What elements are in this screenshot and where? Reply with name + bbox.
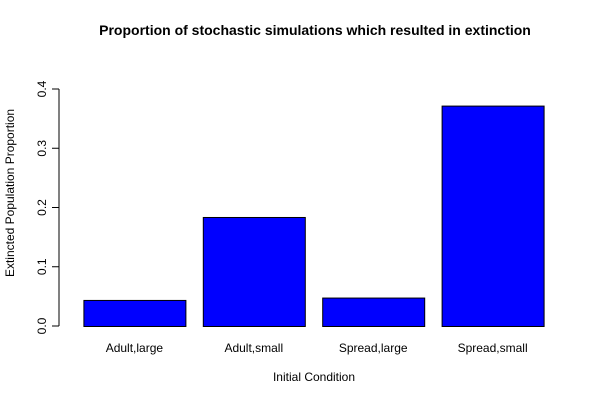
y-tick-label: 0.1: [35, 258, 49, 275]
bar: [441, 105, 545, 327]
bars: [83, 105, 545, 327]
bar: [83, 299, 187, 327]
y-axis: 0.0 0.1 0.2 0.3 0.4: [35, 80, 60, 334]
bar: [322, 297, 426, 327]
chart-title: Proportion of stochastic simulations whi…: [99, 22, 531, 38]
y-tick-label: 0.4: [35, 80, 49, 97]
y-tick-label: 0.0: [35, 317, 49, 334]
y-axis-label: Extincted Population Proportion: [3, 109, 17, 277]
x-tick-label: Spread,small: [458, 341, 528, 355]
x-tick-label: Adult,small: [224, 341, 283, 355]
y-tick-label: 0.3: [35, 140, 49, 157]
y-tick-label: 0.2: [35, 199, 49, 216]
x-axis-label: Initial Condition: [273, 370, 355, 384]
x-tick-label: Spread,large: [339, 341, 408, 355]
x-tick-label: Adult,large: [106, 341, 164, 355]
x-axis-tick-labels: Adult,large Adult,small Spread,large Spread…: [106, 341, 528, 355]
bar: [202, 216, 306, 327]
